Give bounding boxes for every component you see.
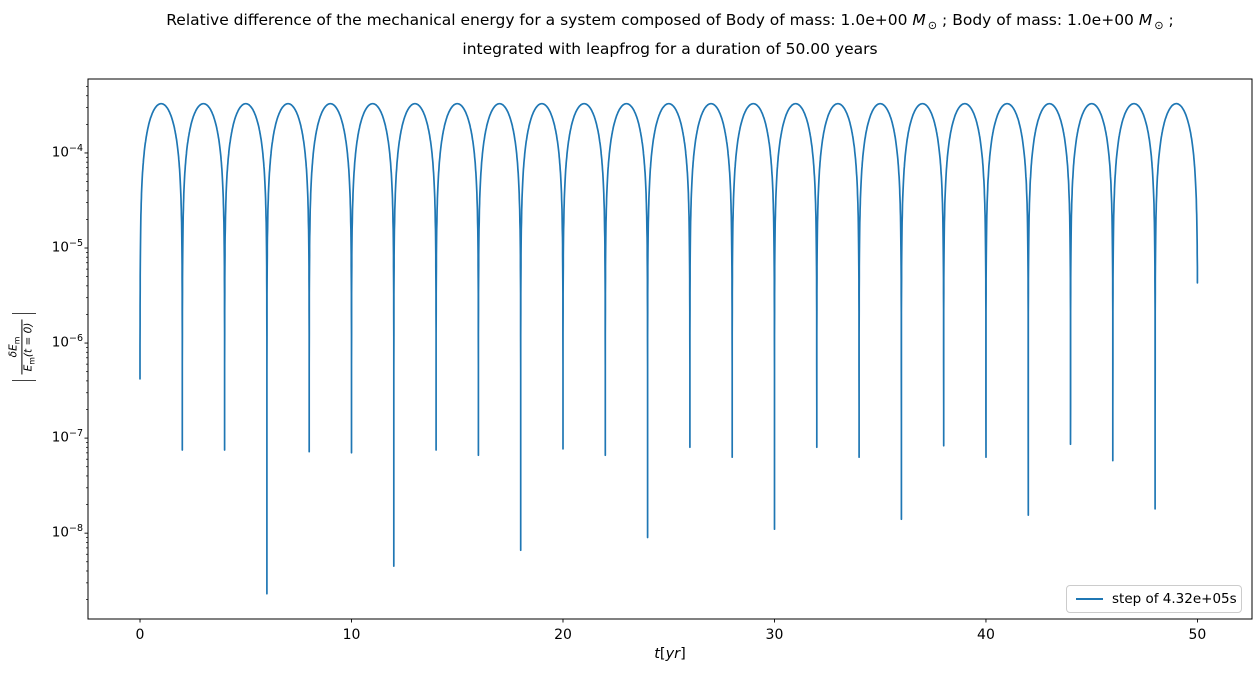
xlabel-unit: yr: [665, 646, 681, 662]
xlabel-variable: t: [654, 646, 660, 662]
x-tick-label: 20: [554, 627, 572, 643]
energy-symbol: E: [7, 344, 20, 351]
delta-symbol: δ: [7, 350, 20, 358]
x-tick-label: 40: [977, 627, 995, 643]
title-text: ;: [1163, 11, 1174, 29]
x-tick-label: 30: [765, 627, 784, 643]
subscript-m: m: [12, 336, 22, 345]
abs-bar-left: |: [8, 377, 36, 384]
legend-line-sample: [1076, 598, 1103, 600]
xlabel-bracket-open: [: [659, 646, 666, 662]
title-text: ; Body of mass: 1.0e+00: [937, 11, 1139, 29]
subscript-m: m: [27, 357, 37, 365]
ylabel-numerator: δEm: [7, 334, 21, 361]
title-line-1: Relative difference of the mechanical en…: [88, 9, 1252, 38]
y-tick-label: 10−6: [51, 333, 83, 351]
plot-border: [87, 78, 1253, 620]
title-text: Relative difference of the mechanical en…: [166, 11, 913, 29]
figure-title: Relative difference of the mechanical en…: [88, 9, 1252, 61]
t-equals-zero: (t = 0): [22, 322, 35, 358]
energy-symbol: E: [22, 364, 35, 372]
legend-label: step of 4.32e+05s: [1112, 591, 1237, 607]
x-tick-label: 0: [135, 627, 145, 643]
abs-bar-right: |: [8, 310, 36, 317]
ylabel-denominator: Em(t = 0): [21, 319, 37, 375]
title-line-2: integrated with leapfrog for a duration …: [462, 39, 878, 58]
y-tick-label: 10−5: [51, 238, 83, 256]
solar-mass-symbol: M ⊙: [912, 11, 938, 33]
xlabel-bracket-close: ]: [680, 646, 686, 662]
y-tick-label: 10−7: [51, 428, 83, 446]
x-axis-label: t[yr]: [88, 646, 1252, 662]
x-tick-label: 10: [342, 627, 361, 643]
energy-error-line: [139, 102, 1199, 595]
legend: step of 4.32e+05s: [1066, 585, 1242, 613]
ylabel-fraction: δEm Em(t = 0): [7, 319, 37, 375]
y-tick-label: 10−4: [51, 142, 83, 161]
solar-mass-symbol: M ⊙: [1138, 11, 1164, 33]
y-tick-label: 10−8: [51, 523, 83, 541]
x-tick-label: 50: [1188, 627, 1207, 643]
y-axis-label: | δEm Em(t = 0) |: [7, 310, 37, 385]
